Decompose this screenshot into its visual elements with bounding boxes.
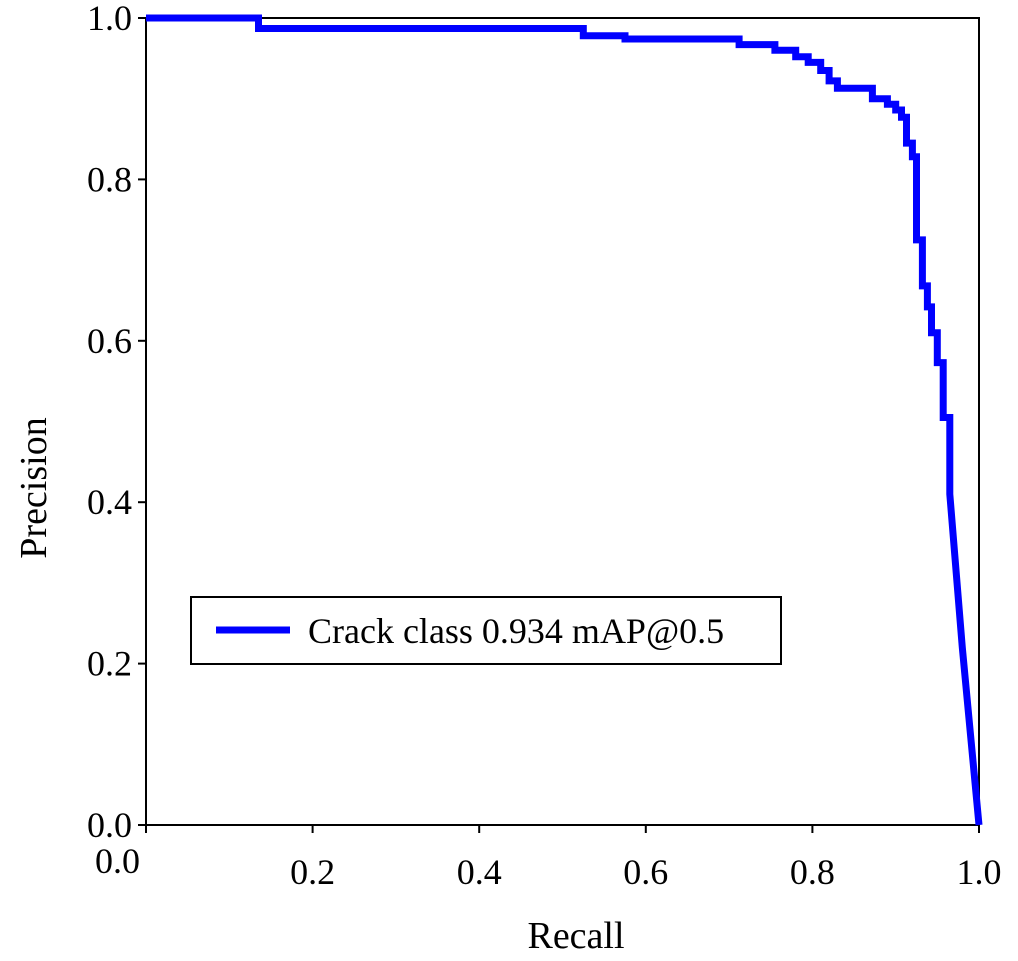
y-tick-label-1: 0.2: [87, 644, 132, 684]
x-tick-label-4: 0.8: [790, 852, 835, 892]
legend-label-crack-class: Crack class 0.934 mAP@0.5: [308, 611, 724, 651]
x-tick-label-3: 0.6: [623, 852, 668, 892]
y-tick-label-5: 1.0: [87, 0, 132, 38]
x-axis-title: Recall: [527, 915, 624, 957]
x-tick-label-5: 1.0: [957, 852, 1002, 892]
x-tick-label-2: 0.4: [457, 852, 502, 892]
y-tick-label-2: 0.4: [87, 482, 132, 522]
x-tick-label-1: 0.2: [290, 852, 335, 892]
y-tick-label-0: 0.0: [87, 805, 132, 845]
y-tick-label-4: 0.8: [87, 159, 132, 199]
y-axis-title: Precision: [13, 417, 55, 558]
series-line-crack-class: [146, 14, 983, 826]
y-tick-label-3: 0.6: [87, 321, 132, 361]
legend: Crack class 0.934 mAP@0.5: [190, 596, 782, 665]
x-tick-label-0: 0.0: [95, 841, 140, 881]
ticks-layer: 0.0 0.2 0.4 0.6 0.8 1.0 0.0 0.2 0.4 0.6 0.8 1.0: [87, 0, 1002, 892]
plot-area-frame: [145, 17, 980, 826]
